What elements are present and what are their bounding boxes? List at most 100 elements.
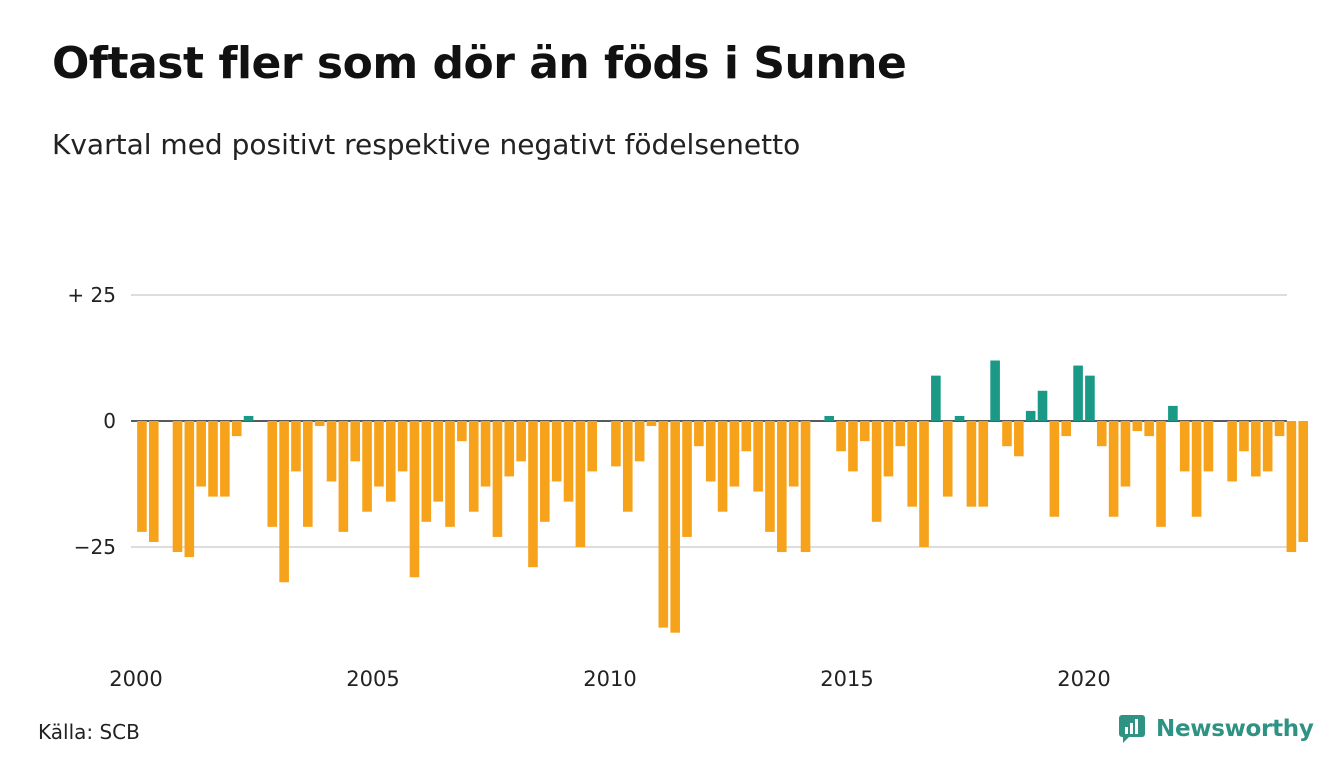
bar-2003Q1 <box>279 421 289 583</box>
bar-2020Q1 <box>1085 375 1095 421</box>
bar-2023Q3 <box>1251 421 1261 477</box>
bar-2002Q4 <box>267 421 278 527</box>
bar-2006Q1 <box>421 421 432 522</box>
x-tick-label: 2010 <box>583 667 636 691</box>
bar-2002Q2 <box>243 415 254 421</box>
bar-2022Q1 <box>1179 421 1190 472</box>
bar-2019Q4 <box>1073 365 1083 421</box>
bar-2024Q2 <box>1286 421 1297 553</box>
x-tick-label: 2015 <box>820 667 873 691</box>
bar-2014Q3 <box>824 415 835 421</box>
bar-2005Q1 <box>374 421 384 487</box>
bar-2021Q2 <box>1144 421 1154 437</box>
bar-2001Q4 <box>220 421 230 497</box>
bar-2005Q4 <box>409 421 420 578</box>
bar-2008Q4 <box>551 421 562 482</box>
bar-2004Q3 <box>350 421 361 462</box>
bar-2003Q4 <box>314 421 325 427</box>
bar-2015Q3 <box>871 421 882 522</box>
bar-2012Q1 <box>705 421 716 482</box>
bar-2011Q1 <box>658 421 669 628</box>
bar-2010Q3 <box>634 421 645 462</box>
bar-2020Q4 <box>1120 421 1131 487</box>
bar-2017Q1 <box>942 421 953 497</box>
bar-2017Q4 <box>978 421 989 507</box>
bar-2006Q3 <box>445 421 455 527</box>
y-axis-tick-labels: + 25 0 −25 <box>67 283 116 559</box>
bar-2003Q3 <box>303 421 313 527</box>
bar-2021Q4 <box>1168 405 1178 421</box>
bar-2018Q3 <box>1014 421 1024 457</box>
bar-2001Q3 <box>208 421 218 497</box>
bar-2019Q1 <box>1037 390 1048 421</box>
brand-logo: Newsworthy <box>1118 714 1314 744</box>
bar-2010Q2 <box>622 421 633 512</box>
bar-2017Q3 <box>966 421 977 507</box>
x-axis-tick-labels: 2000 2005 2010 2015 2020 <box>109 667 1110 691</box>
chart-title: Oftast fler som dör än föds i Sunne <box>52 38 907 89</box>
bar-2016Q4 <box>931 375 941 421</box>
bar-2014Q1 <box>800 421 811 553</box>
bars <box>137 360 1309 633</box>
bar-2020Q3 <box>1108 421 1119 517</box>
bar-2000Q4 <box>172 421 183 553</box>
x-tick-label: 2020 <box>1057 667 1110 691</box>
bar-2016Q3 <box>919 421 929 547</box>
bar-2023Q2 <box>1239 421 1249 452</box>
bar-2015Q4 <box>883 421 894 477</box>
bar-2023Q1 <box>1227 421 1237 482</box>
bar-2024Q3 <box>1298 421 1309 542</box>
bar-2018Q1 <box>990 360 1000 421</box>
bar-2012Q3 <box>729 421 740 487</box>
bar-2022Q2 <box>1191 421 1202 517</box>
bar-2004Q2 <box>338 421 349 532</box>
bar-2000Q2 <box>148 421 159 542</box>
bar-2013Q2 <box>765 421 775 532</box>
bar-2009Q3 <box>587 421 598 472</box>
newsworthy-logo-icon <box>1119 715 1145 743</box>
bar-2019Q3 <box>1061 421 1072 437</box>
bar-2016Q1 <box>895 421 906 447</box>
bar-2023Q4 <box>1262 421 1273 472</box>
bar-2008Q2 <box>528 421 538 568</box>
chart-subtitle: Kvartal med positivt respektive negativt… <box>52 128 801 161</box>
x-tick-label: 2005 <box>346 667 399 691</box>
y-tick-label: −25 <box>74 535 116 559</box>
bar-2008Q1 <box>516 421 526 462</box>
bar-2004Q4 <box>362 421 372 512</box>
bar-2022Q3 <box>1203 421 1214 472</box>
bar-2001Q1 <box>184 421 195 558</box>
bar-2011Q2 <box>670 421 680 633</box>
bar-2007Q4 <box>504 421 515 477</box>
bar-2006Q2 <box>433 421 443 502</box>
bar-2024Q1 <box>1274 421 1285 437</box>
y-tick-label: + 25 <box>67 283 116 307</box>
bar-2020Q2 <box>1096 421 1107 447</box>
bar-2011Q3 <box>682 421 692 537</box>
bar-2009Q1 <box>563 421 574 502</box>
source-note: Källa: SCB <box>38 720 140 744</box>
bar-2012Q4 <box>741 421 752 452</box>
bar-2010Q1 <box>611 421 621 467</box>
bar-2002Q1 <box>231 421 242 437</box>
bar-2014Q4 <box>836 421 846 452</box>
bar-2016Q2 <box>907 421 917 507</box>
bar-2004Q1 <box>326 421 337 482</box>
bar-2015Q1 <box>848 421 858 472</box>
bar-2011Q4 <box>694 421 704 447</box>
bar-2019Q2 <box>1049 421 1060 517</box>
bar-2015Q2 <box>859 421 870 442</box>
bar-2000Q1 <box>137 421 147 532</box>
bar-2021Q1 <box>1132 421 1143 432</box>
brand-name: Newsworthy <box>1156 716 1314 742</box>
bar-2018Q4 <box>1025 410 1036 421</box>
bar-2012Q2 <box>717 421 728 512</box>
bar-2006Q4 <box>457 421 467 442</box>
bar-2013Q4 <box>788 421 799 487</box>
bar-2009Q2 <box>575 421 586 547</box>
x-tick-label: 2000 <box>109 667 162 691</box>
bar-2007Q2 <box>480 421 491 487</box>
bar-2007Q1 <box>468 421 479 512</box>
bar-2013Q1 <box>753 421 763 492</box>
